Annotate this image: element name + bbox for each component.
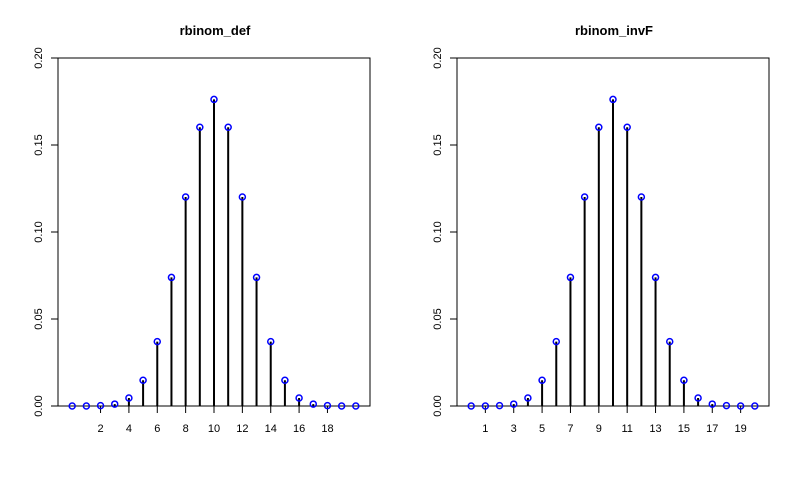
x-tick-label: 15 [678,423,690,435]
data-point [337,402,346,410]
series [68,95,360,410]
data-point [181,193,190,201]
data-point [580,193,589,201]
y-tick-label: 0.05 [33,308,45,329]
x-tick-label: 4 [126,423,132,435]
plot-title: rbinom_def [180,23,251,38]
x-tick-label: 7 [567,423,573,435]
y-tick-label: 0.15 [33,134,45,155]
data-point [352,402,360,410]
x-tick-label: 2 [97,423,103,435]
data-point [153,337,162,346]
data-point [309,400,318,408]
data-point [524,394,532,402]
y-axis: 0.00 0.05 0.10 0.15 0.20 [432,47,458,417]
data-point [281,376,289,384]
x-tick-label: 6 [154,423,160,435]
data-point [68,402,76,410]
data-point [82,402,91,410]
data-point [323,401,332,410]
data-point [694,394,702,402]
x-tick-label: 9 [596,423,602,435]
data-point [708,400,717,408]
data-point [196,123,204,132]
x-axis: 2 4 6 8 10 12 14 16 18 [97,405,334,435]
data-point [722,401,731,410]
data-point [637,193,646,201]
x-tick-label: 5 [539,423,545,435]
data-point [210,95,218,104]
x-tick-label: 3 [511,423,517,435]
data-point [538,376,546,384]
x-tick-label: 1 [482,423,488,435]
y-tick-label: 0.15 [432,134,444,155]
x-tick-label: 10 [208,423,220,435]
data-point [665,337,674,346]
x-axis: 1 3 5 7 9 11 13 15 17 19 [482,405,747,435]
data-point [167,273,176,282]
y-tick-label: 0.20 [33,47,45,68]
x-tick-label: 12 [236,423,248,435]
data-point [566,273,575,282]
data-point [467,402,475,410]
x-tick-label: 19 [735,423,747,435]
data-point [110,400,119,408]
x-tick-label: 16 [293,423,305,435]
plot-panel-rbinom-def: rbinom_def 2 4 6 8 10 12 14 16 18 0.00 0.05 0.10 0.1… [33,23,371,435]
x-tick-label: 17 [706,423,718,435]
y-axis: 0.00 0.05 0.10 0.15 0.20 [33,47,59,417]
x-tick-label: 13 [649,423,661,435]
data-point [623,123,631,132]
y-tick-label: 0.00 [33,395,45,416]
data-point [481,402,490,410]
series [467,95,759,410]
plot-panel-rbinom-invf: rbinom_invF 1 3 5 7 9 11 13 15 17 190.000.050.100… [432,23,770,435]
data-point [224,123,232,132]
data-point [751,402,759,410]
data-point [609,95,617,104]
y-tick-label: 0.05 [432,308,444,329]
y-tick-label: 0.20 [432,47,444,68]
plot-title: rbinom_invF [575,23,653,38]
x-tick-label: 14 [265,423,277,435]
y-tick-label: 0.00 [432,395,444,416]
data-point [736,402,745,410]
y-tick-label: 0.10 [432,221,444,242]
data-point [552,337,561,346]
data-point [595,123,603,132]
x-tick-label: 11 [621,423,632,435]
data-point [252,273,261,282]
data-point [238,193,247,201]
data-point [680,376,688,384]
data-point [509,400,518,408]
data-point [96,401,105,410]
data-point [266,337,275,346]
data-point [495,401,504,410]
data-point [295,394,303,402]
data-point [139,376,147,384]
data-point [651,273,660,282]
x-tick-label: 8 [183,423,189,435]
x-tick-label: 18 [321,423,333,435]
data-point [125,394,133,402]
y-tick-label: 0.10 [33,221,45,242]
